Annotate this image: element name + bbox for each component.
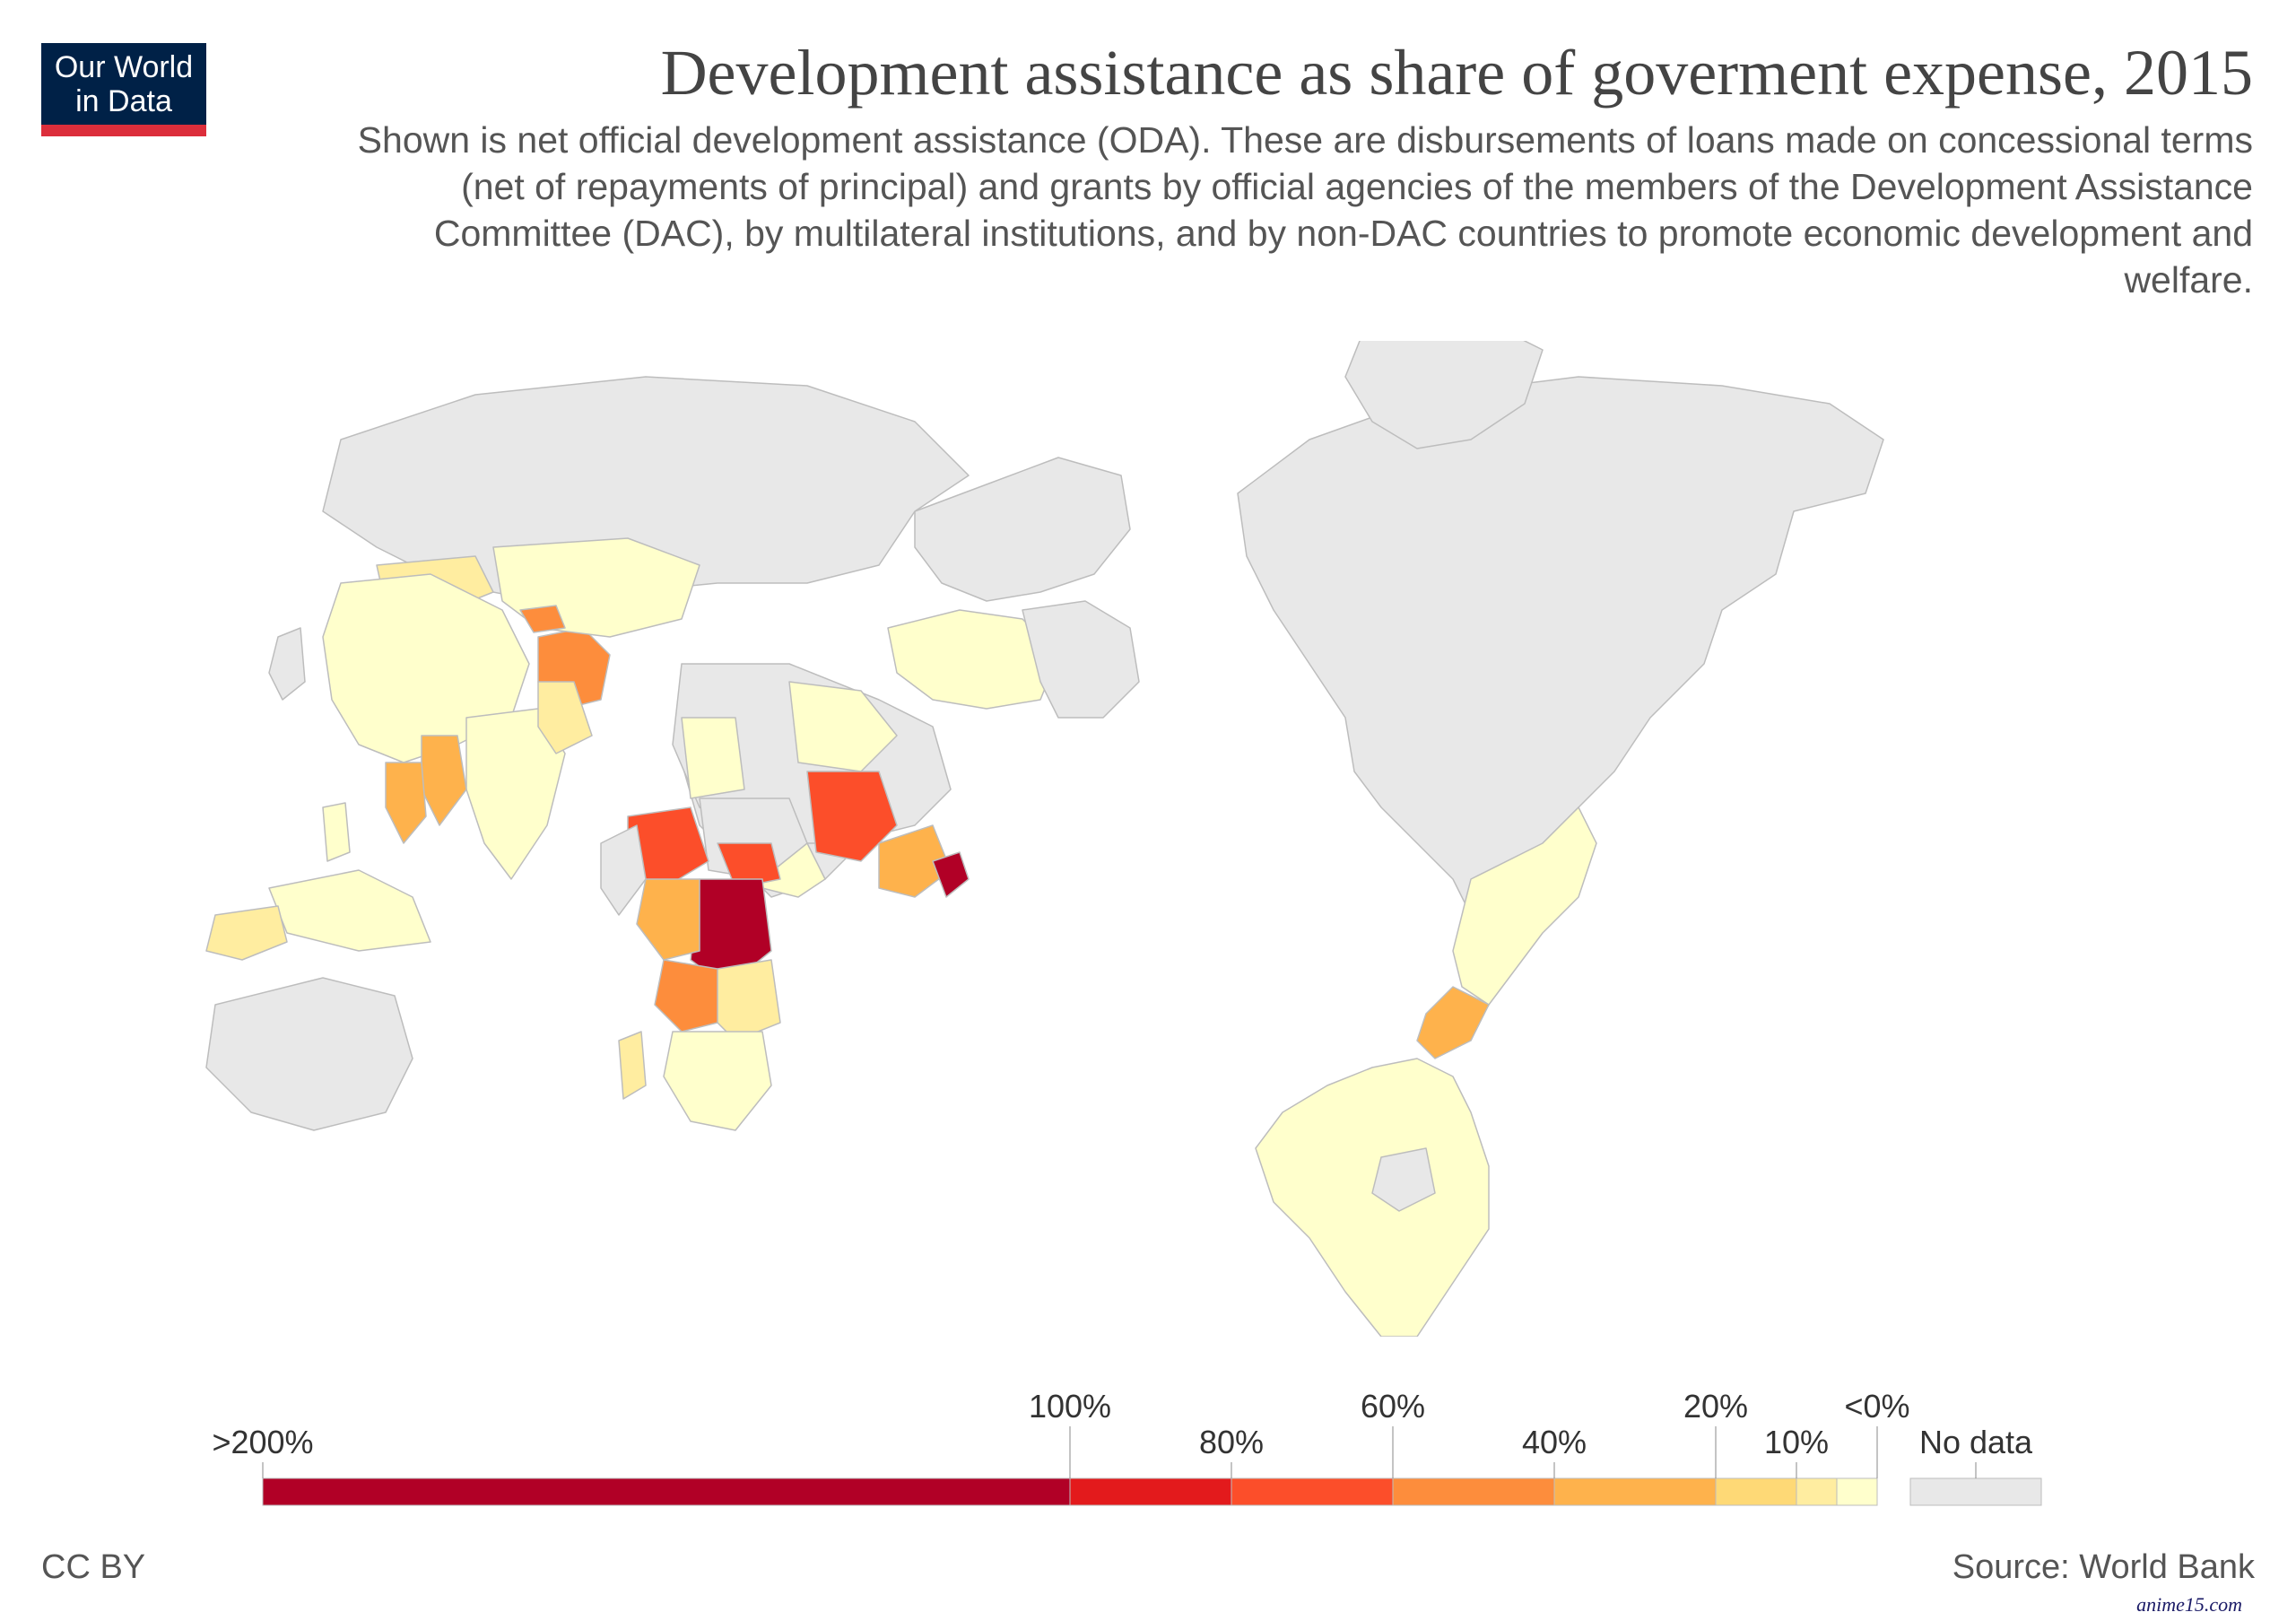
legend-label-80: 80% xyxy=(1199,1424,1264,1460)
region-myanmar[interactable] xyxy=(421,735,467,826)
region-zambia-malawi[interactable] xyxy=(654,959,718,1033)
legend-bin-2 xyxy=(1715,1477,1797,1506)
region-laos-cambodia[interactable] xyxy=(385,762,427,844)
legend-bin-6 xyxy=(1069,1477,1232,1506)
region-egypt[interactable] xyxy=(681,717,745,799)
region-philippines[interactable] xyxy=(322,802,351,862)
region-indonesia[interactable] xyxy=(268,869,431,952)
world-map[interactable] xyxy=(179,322,2063,1338)
legend-no-data-label: No data xyxy=(1919,1424,2033,1460)
logo-line-1: Our World xyxy=(54,50,194,84)
watermark: anime15.com xyxy=(2136,1593,2242,1616)
legend-bin-0 xyxy=(1836,1477,1878,1506)
legend-label-40: 40% xyxy=(1522,1424,1587,1460)
legend-label-20: 20% xyxy=(1683,1388,1748,1425)
chart-title: Development assistance as share of gover… xyxy=(660,37,2253,109)
region-europe-north[interactable] xyxy=(914,457,1131,602)
region-guinea-sierra-leone[interactable] xyxy=(932,851,970,898)
legend-bin-3 xyxy=(1553,1477,1717,1506)
source-note: Source: World Bank xyxy=(1952,1548,2255,1586)
legend-svg: No data <0% 10% 20% 40% 60% 80% 100% >20… xyxy=(212,1388,2042,1506)
legend-no-data-swatch xyxy=(1909,1477,2042,1506)
chart-subtitle: Shown is net official development assist… xyxy=(357,119,2253,301)
region-south-america[interactable] xyxy=(1255,1058,1490,1338)
legend-bin-7 xyxy=(262,1477,1071,1506)
region-europe-west[interactable] xyxy=(1022,600,1140,719)
region-japan[interactable] xyxy=(268,627,306,701)
region-central-asia[interactable] xyxy=(492,537,700,638)
region-papua-new-guinea[interactable] xyxy=(205,905,288,961)
legend-label-60: 60% xyxy=(1361,1388,1425,1425)
region-car[interactable] xyxy=(717,842,781,889)
legend-bins xyxy=(262,1426,1878,1506)
logo-line-2: in Data xyxy=(75,84,172,118)
color-legend: No data <0% 10% 20% 40% 60% 80% 100% >20… xyxy=(0,1381,2296,1525)
legend-bin-4 xyxy=(1392,1477,1555,1506)
legend-bin-5 xyxy=(1231,1477,1394,1506)
region-west-africa[interactable] xyxy=(878,824,952,898)
owid-logo[interactable]: Our World in Data xyxy=(41,43,206,136)
legend-label-10: 10% xyxy=(1764,1424,1829,1460)
world-map-svg[interactable] xyxy=(179,322,2063,1338)
region-bolivia[interactable] xyxy=(1371,1147,1436,1212)
license-link[interactable]: CC BY xyxy=(41,1548,146,1586)
legend-label-gt200: >200% xyxy=(212,1424,313,1460)
region-europe-east[interactable] xyxy=(887,609,1059,710)
region-central-america[interactable] xyxy=(1416,986,1490,1059)
region-north-america[interactable] xyxy=(1237,376,1884,916)
region-angola[interactable] xyxy=(708,959,781,1041)
region-algeria-morocco[interactable] xyxy=(788,681,898,772)
region-australia[interactable] xyxy=(205,977,413,1131)
legend-label-lt0: <0% xyxy=(1844,1388,1909,1425)
region-tajikistan[interactable] xyxy=(519,605,566,633)
region-madagascar[interactable] xyxy=(618,1031,647,1100)
logo-accent-bar xyxy=(41,125,206,136)
region-pakistan[interactable] xyxy=(537,681,593,754)
logo-text: Our World in Data xyxy=(41,50,206,118)
legend-label-100: 100% xyxy=(1029,1388,1111,1425)
region-east-africa[interactable] xyxy=(636,878,700,961)
legend-bin-1 xyxy=(1796,1477,1838,1506)
region-somalia[interactable] xyxy=(600,824,647,916)
region-southern-africa[interactable] xyxy=(663,1031,772,1131)
region-mexico[interactable] xyxy=(1452,806,1597,1006)
